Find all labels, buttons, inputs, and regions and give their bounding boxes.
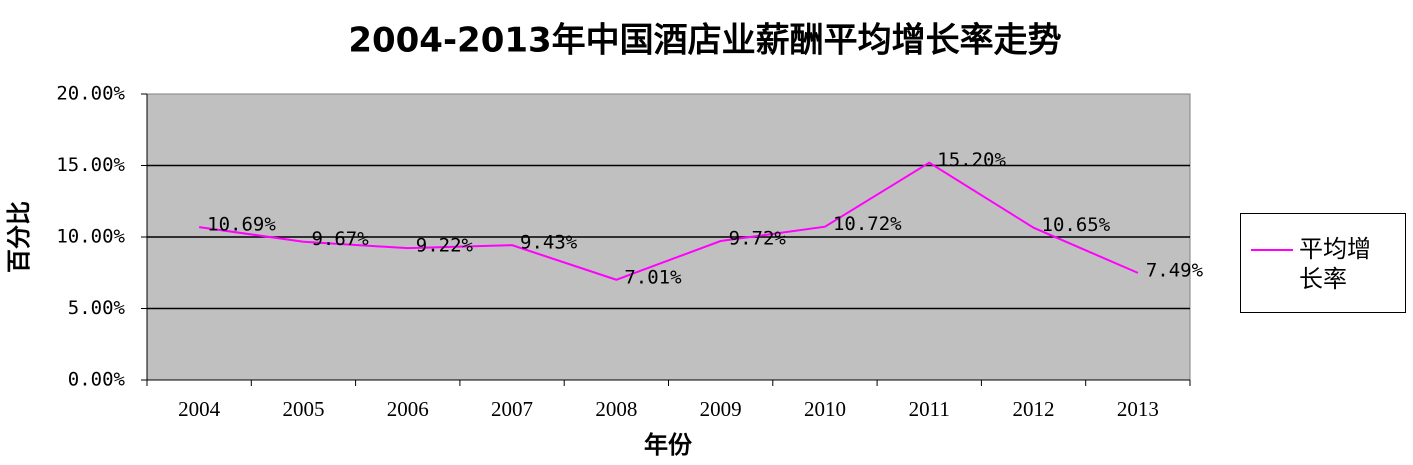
x-tick-label: 2006 xyxy=(387,397,429,421)
x-axis-label: 年份 xyxy=(644,431,693,459)
y-tick-label: 10.00% xyxy=(56,226,125,248)
data-label: 9.67% xyxy=(311,228,369,250)
data-label: 9.43% xyxy=(520,232,578,254)
legend-swatch xyxy=(1251,249,1293,251)
x-tick-label: 2008 xyxy=(595,397,637,421)
data-label: 9.22% xyxy=(416,235,474,257)
data-label: 9.72% xyxy=(729,228,787,250)
x-tick-label: 2012 xyxy=(1013,397,1055,421)
data-label: 10.72% xyxy=(833,213,902,235)
legend-label: 平均增长率 xyxy=(1299,235,1371,293)
data-label: 10.69% xyxy=(207,214,276,236)
x-tick-label: 2005 xyxy=(282,397,324,421)
x-tick-label: 2010 xyxy=(804,397,846,421)
y-axis-label: 百分比 xyxy=(5,201,33,273)
x-tick-label: 2007 xyxy=(491,397,533,421)
x-tick-label: 2011 xyxy=(909,397,950,421)
y-tick-label: 0.00% xyxy=(68,369,126,391)
x-tick-label: 2004 xyxy=(178,397,221,421)
legend: 平均增长率 xyxy=(1240,213,1406,313)
y-tick-label: 5.00% xyxy=(68,297,126,319)
data-label: 7.01% xyxy=(624,266,682,288)
y-tick-label: 20.00% xyxy=(56,83,125,105)
chart-title: 2004-2013年中国酒店业薪酬平均增长率走势 xyxy=(348,21,1061,61)
data-label: 15.20% xyxy=(937,149,1006,171)
x-tick-label: 2013 xyxy=(1117,397,1159,421)
y-tick-label: 15.00% xyxy=(56,154,125,176)
line-series xyxy=(199,161,1139,281)
data-label: 10.65% xyxy=(1042,214,1111,236)
data-label: 7.49% xyxy=(1146,259,1204,281)
x-tick-label: 2009 xyxy=(700,397,742,421)
